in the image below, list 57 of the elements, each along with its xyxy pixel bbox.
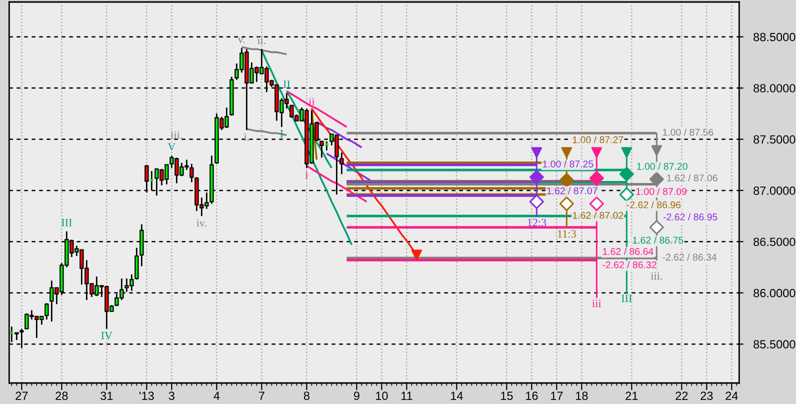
y-tick-label: 88.0000 — [754, 84, 796, 92]
x-tick-label: 16 — [526, 392, 538, 400]
ref-line-label: 1.00 / 87.09 — [636, 188, 686, 195]
ref-line-label: 1.00 / 87.27 — [572, 136, 624, 144]
ref-line-label: -2.62 / 86.32 — [602, 261, 656, 268]
ref-line-label: 1.62 / 87.07 — [547, 187, 598, 194]
x-tick-label: 21 — [626, 392, 638, 400]
data-label: 12:3 — [528, 218, 546, 226]
text: iv. — [196, 219, 206, 227]
y-tick-label: 87.5000 — [754, 135, 796, 144]
x-tick-label: 10 — [376, 392, 388, 400]
x-tick-label: 24 — [726, 392, 738, 400]
x-tick-label: 22 — [676, 392, 688, 400]
ref-line-label: 1.62 / 87.06 — [667, 174, 718, 182]
ref-line-label: 1.00 / 87.20 — [637, 162, 688, 170]
ref-line-label: -2.62 / 86.34 — [662, 254, 717, 261]
text: I — [280, 130, 284, 138]
text: IV — [101, 332, 112, 340]
x-tick-label: 3 — [168, 392, 174, 400]
x-tick-label: '13 — [140, 392, 154, 400]
ref-line-label: 1.00 / 87.25 — [542, 160, 594, 168]
x-tick-label: 18 — [576, 392, 588, 400]
x-tick-label: 7 — [258, 392, 264, 400]
text: i — [305, 171, 308, 178]
data-label: iii — [592, 300, 602, 308]
text: II — [283, 80, 290, 88]
text: III — [62, 219, 72, 226]
ref-line-label: 1.62 / 86.64 — [602, 248, 654, 255]
y-tick-label: 85.5000 — [754, 340, 796, 348]
y-tick-label: 86.5000 — [754, 238, 796, 246]
data-label: 11:3 — [558, 230, 576, 238]
text: iii. — [170, 131, 182, 139]
y-tick-label: 87.0000 — [754, 186, 796, 195]
data-label: III — [622, 294, 632, 302]
x-tick-label: 27 — [16, 392, 28, 400]
ref-line-label: -2.62 / 86.96 — [626, 201, 681, 208]
x-tick-label: 28 — [56, 392, 68, 400]
x-tick-label: 15 — [501, 392, 513, 400]
text: V — [168, 143, 176, 151]
x-tick-label: 14 — [451, 392, 463, 400]
text: v. — [238, 38, 245, 44]
ref-line-label: 1.62 / 86.75 — [632, 236, 684, 244]
x-tick-label: 11 — [401, 392, 412, 400]
ref-line-label: -2.62 / 86.95 — [663, 213, 718, 220]
x-tick-label: 23 — [700, 392, 713, 400]
x-tick-label: 17 — [551, 392, 563, 400]
x-tick-label: 8 — [304, 392, 310, 400]
text: i. — [244, 133, 249, 141]
x-tick-label: 9 — [354, 392, 360, 400]
x-tick-label: 31 — [100, 392, 113, 400]
ref-line-label: 1.62 / 87.02 — [572, 212, 624, 219]
ref-line-label: 1.00 / 87.56 — [662, 128, 714, 136]
text: ii. — [257, 36, 266, 44]
y-tick-label: 86.0000 — [754, 288, 796, 298]
y-tick-label: 88.5000 — [754, 32, 796, 42]
data-label: iii. — [650, 272, 662, 280]
x-tick-label: 4 — [214, 392, 220, 400]
